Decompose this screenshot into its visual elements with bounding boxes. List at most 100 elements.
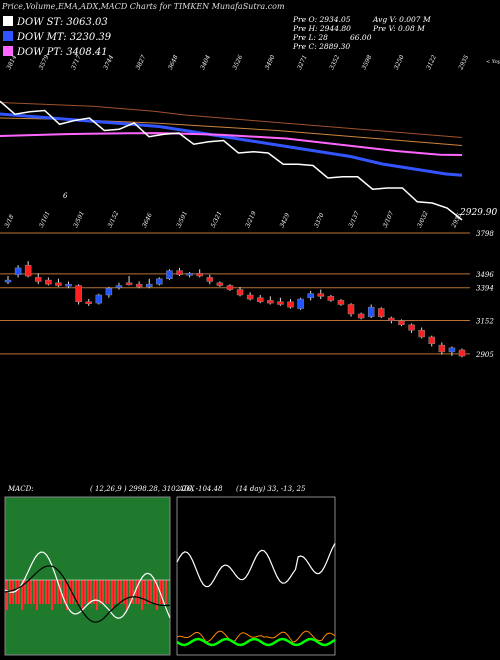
macd-histogram-bar: [63, 580, 65, 604]
macd-histogram-bar: [51, 580, 53, 610]
top-axis-label: 3598: [361, 54, 374, 71]
macd-histogram-bar: [21, 580, 23, 610]
macd-histogram-bar: [138, 580, 140, 604]
macd-histogram-bar: [96, 580, 98, 610]
macd-histogram-bar: [102, 580, 104, 604]
adx-params: (14 day) 33, -13, 25: [236, 485, 306, 493]
price-level-label: 2905: [475, 351, 494, 359]
top-axis-label: 3404: [199, 54, 212, 71]
info-prev-values: Pre O: 2934.05 Pre H: 2944.80 Pre L: 28 …: [293, 15, 351, 51]
macd-histogram-bar: [111, 580, 113, 610]
candle-body: [125, 282, 133, 286]
mid-axis-label: 3/219: [244, 210, 258, 229]
mid-axis-label: 3/591: [72, 210, 86, 229]
macd-histogram-bar: [150, 580, 152, 604]
macd-histogram-bar: [126, 580, 128, 610]
price-level-label: 3394: [476, 285, 494, 293]
candle-body: [378, 308, 385, 317]
macd-histogram-bar: [33, 580, 35, 604]
macd-histogram-bar: [135, 580, 137, 604]
top-axis-label: 3250: [393, 54, 406, 71]
candle-body: [95, 294, 103, 304]
mid-axis-label: 3/107: [382, 210, 396, 229]
macd-histogram-bar: [30, 580, 32, 604]
top-axis-label: 3271: [296, 54, 309, 71]
adx-panel: [176, 496, 336, 656]
macd-line: [4, 551, 171, 619]
mid-axis-label: 3/161: [38, 210, 52, 229]
macd-histogram-bar: [48, 580, 50, 604]
candle-body: [186, 273, 193, 276]
macd-histogram-bar: [18, 580, 20, 604]
adx-label: ADX: [178, 485, 196, 493]
price-level-label: 3798: [476, 230, 494, 238]
mid-axis-label: 3370: [313, 212, 326, 229]
macd-label: MACD:: [7, 485, 34, 493]
macd-histogram-bar: [123, 580, 125, 604]
ema-brown-line: [0, 102, 463, 138]
top-axis-label: 3352: [328, 54, 341, 71]
candle-body: [145, 283, 153, 288]
candle-body: [327, 296, 335, 301]
candle-body: [176, 270, 183, 275]
top-axis-label: 3814: [5, 54, 18, 71]
macd-histogram-bar: [78, 580, 80, 604]
candle-body: [408, 324, 415, 331]
ema-pt-line: [0, 132, 463, 156]
macd-histogram-bar: [66, 580, 68, 610]
candle-body: [267, 300, 274, 304]
mid-axis-label: 5/321: [210, 210, 224, 229]
macd-histogram-bar: [69, 580, 71, 604]
macd-panel: [4, 496, 171, 656]
mid-right-label: 2929.90: [459, 208, 497, 218]
macd-histogram-bar: [39, 580, 41, 604]
top-axis-label: 3648: [167, 54, 180, 71]
macd-histogram-bar: [156, 580, 158, 610]
mid-axis-label: 3646: [141, 212, 154, 229]
mid-axis-label: 3429: [279, 212, 292, 229]
adx-plus-di-line: [176, 637, 336, 647]
macd-histogram-bar: [15, 580, 17, 604]
mid-axis-label: 3/152: [107, 210, 121, 229]
candle-body: [166, 270, 173, 279]
top-axis-label: 3526: [231, 54, 244, 71]
top-axis-label: 3579: [38, 54, 51, 71]
macd-histogram-bar: [132, 580, 134, 604]
candle-body: [297, 298, 304, 309]
macd-histogram-bar: [6, 580, 8, 610]
macd-histogram-bar: [105, 580, 107, 604]
candle-body: [307, 293, 314, 298]
candle-body: [367, 306, 375, 317]
candle-body: [287, 301, 294, 308]
macd-histogram-bar: [165, 580, 167, 604]
legend-swatch-mt: [3, 31, 13, 41]
candle-body: [45, 279, 52, 285]
macd-histogram-bar: [108, 580, 110, 604]
macd-histogram-bar: [93, 580, 95, 604]
legend-dow-mt: DOW MT: 3230.39: [3, 31, 111, 44]
candle-body: [398, 320, 405, 326]
candle-body: [156, 278, 163, 285]
top-axis-label: 2935: [457, 54, 470, 72]
candle-body: [357, 313, 365, 319]
macd-histogram-bar: [24, 580, 26, 604]
chart-header: Price,Volume,EMA,ADX,MACD Charts for TIM…: [2, 2, 285, 11]
top-axis-label: 3490: [264, 54, 277, 71]
candle-body: [216, 282, 224, 286]
ema-st-line: [0, 100, 463, 221]
legend-swatch-pt: [3, 46, 13, 56]
mid-axis-label: 3/137: [347, 210, 361, 229]
top-axis-label: 3717: [70, 54, 83, 71]
candle-body: [448, 347, 456, 353]
candle-body: [115, 285, 123, 288]
macd-histogram-bar: [57, 580, 59, 604]
mid-axis-label: 3/591: [175, 210, 189, 229]
macd-histogram-bar: [45, 580, 47, 604]
macd-histogram-bar: [84, 580, 86, 604]
macd-histogram-bar: [147, 580, 149, 604]
mid-axis-label: 2935: [450, 212, 463, 230]
candle-body: [35, 277, 42, 282]
candle-body: [317, 293, 325, 297]
top-axis-label: 3744: [102, 54, 115, 71]
